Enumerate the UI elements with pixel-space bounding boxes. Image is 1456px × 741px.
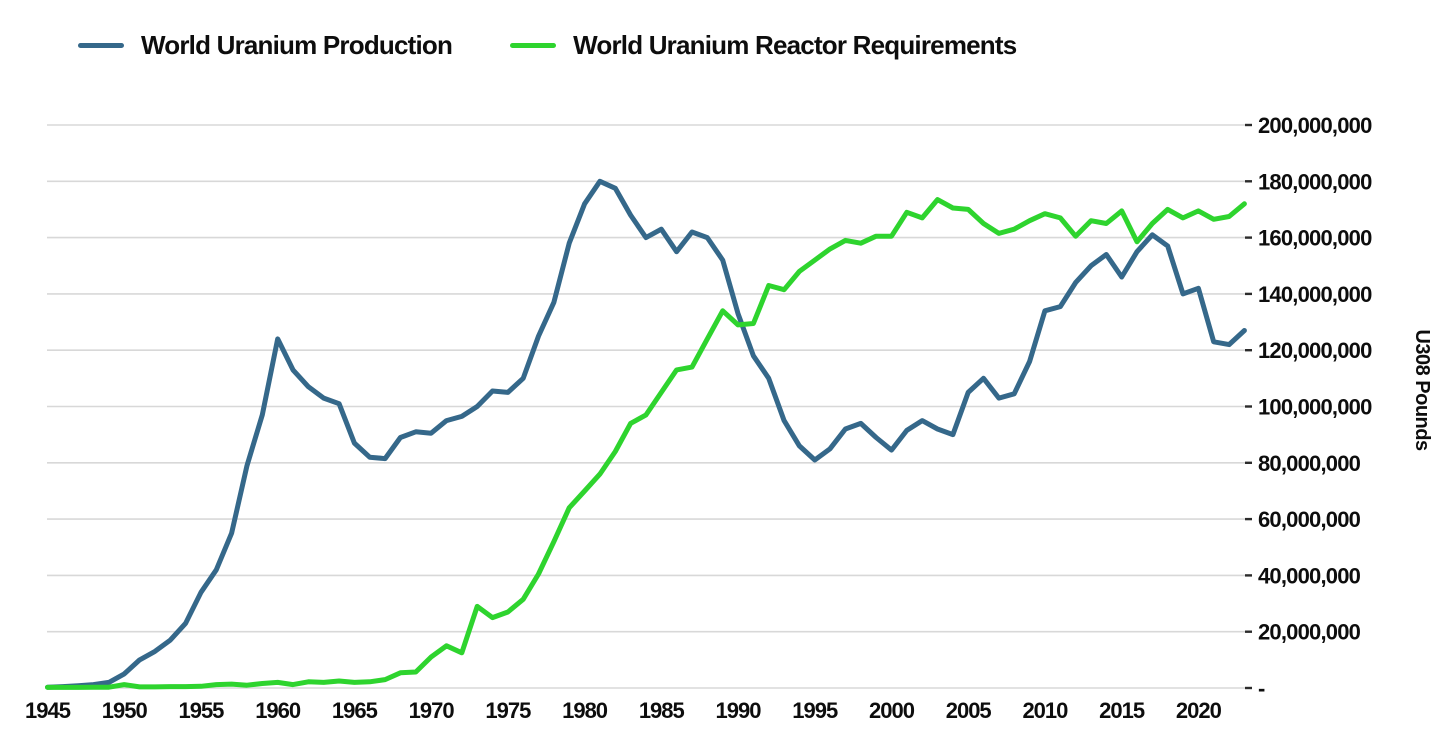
y-tick-label: 40,000,000 bbox=[1258, 563, 1361, 588]
production-legend-label: World Uranium Production bbox=[141, 30, 453, 60]
x-tick-label: 1970 bbox=[409, 698, 455, 723]
x-tick-label: 1980 bbox=[562, 698, 608, 723]
x-tick-label: 2015 bbox=[1099, 698, 1145, 723]
y-tick-label: 20,000,000 bbox=[1258, 620, 1361, 645]
x-tick-label: 1990 bbox=[716, 698, 762, 723]
x-tick-label: 1950 bbox=[102, 698, 148, 723]
y-tick-label: 120,000,000 bbox=[1258, 338, 1372, 363]
legend-item-production: World Uranium Production bbox=[78, 30, 453, 61]
x-tick-label: 1975 bbox=[485, 698, 531, 723]
y-tick-label: 200,000,000 bbox=[1258, 113, 1372, 138]
y-tick-label: 100,000,000 bbox=[1258, 395, 1372, 420]
y-tick-label: 180,000,000 bbox=[1258, 169, 1372, 194]
requirements-line bbox=[45, 197, 1247, 690]
y-tick-label: 80,000,000 bbox=[1258, 451, 1361, 476]
y-axis-title: U308 Pounds bbox=[1411, 329, 1433, 451]
x-tick-label: 1960 bbox=[255, 698, 301, 723]
x-tick-label: 1955 bbox=[178, 698, 224, 723]
requirements-legend-label: World Uranium Reactor Requirements bbox=[573, 30, 1017, 60]
y-tick-label: - bbox=[1258, 676, 1265, 701]
requirements-line-swatch bbox=[510, 43, 557, 48]
x-tick-label: 2010 bbox=[1022, 698, 1068, 723]
x-tick-label: 2005 bbox=[946, 698, 992, 723]
x-tick-label: 2000 bbox=[869, 698, 915, 723]
x-tick-label: 1985 bbox=[639, 698, 685, 723]
x-tick-label: 1945 bbox=[25, 698, 71, 723]
x-tick-label: 1995 bbox=[792, 698, 838, 723]
production-line-swatch bbox=[78, 43, 124, 48]
x-tick-label: 2020 bbox=[1176, 698, 1222, 723]
y-tick-label: 160,000,000 bbox=[1258, 226, 1372, 251]
x-tick-label: 1965 bbox=[332, 698, 378, 723]
y-tick-label: 140,000,000 bbox=[1258, 282, 1372, 307]
legend: World Uranium Production World Uranium R… bbox=[78, 30, 1017, 61]
production-line bbox=[45, 178, 1247, 690]
legend-item-requirements: World Uranium Reactor Requirements bbox=[510, 30, 1017, 61]
y-tick-label: 60,000,000 bbox=[1258, 507, 1361, 532]
